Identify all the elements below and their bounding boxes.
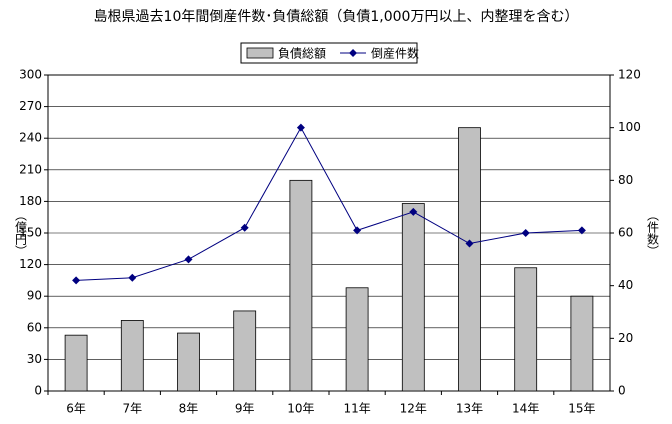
marker	[296, 123, 305, 132]
chart-title: 島根県過去10年間倒産件数･負債総額（負債1,000万円以上、内整理を含む）	[94, 9, 579, 25]
y2-tick-label: 20	[618, 331, 633, 345]
bar	[120, 320, 144, 392]
marker	[465, 239, 474, 248]
bar	[233, 310, 257, 392]
y2-tick-label: 80	[618, 173, 633, 187]
y-tick-label: 150	[19, 226, 42, 240]
x-tick-label: 15年	[568, 402, 595, 416]
marker	[72, 276, 81, 285]
x-tick-label: 9年	[235, 402, 255, 416]
bar	[401, 203, 425, 392]
y-tick-label: 240	[19, 131, 42, 145]
y2-axis-label: （件数）	[646, 209, 660, 257]
y-tick-label: 300	[19, 68, 42, 82]
bar	[514, 267, 538, 392]
x-tick-label: 10年	[287, 402, 314, 416]
y-tick-label: 210	[19, 162, 42, 176]
y2-tick-label: 120	[618, 68, 641, 82]
legend-box	[240, 42, 418, 64]
marker	[353, 226, 362, 235]
y-tick-label: 60	[27, 320, 42, 334]
line	[76, 126, 582, 281]
marker	[128, 273, 137, 282]
y-tick-label: 120	[19, 257, 42, 271]
marker	[184, 255, 193, 264]
y2-tick-label: 60	[618, 226, 633, 240]
x-tick-label: 6年	[66, 402, 86, 416]
bar	[570, 295, 594, 392]
marker	[521, 229, 530, 237]
y-tick-label: 180	[19, 194, 42, 208]
y2-tick-label: 0	[618, 384, 626, 398]
x-tick-label: 11年	[343, 402, 370, 416]
legend-marker	[349, 49, 358, 57]
legend-swatch	[246, 47, 274, 59]
bar	[345, 287, 369, 392]
bar	[289, 179, 313, 392]
marker	[409, 207, 418, 216]
x-tick-label: 14年	[512, 402, 539, 416]
y-tick-label: 30	[27, 352, 42, 366]
y-tick-label: 0	[34, 384, 42, 398]
x-tick-label: 13年	[456, 402, 483, 416]
x-tick-label: 8年	[179, 402, 199, 416]
marker	[240, 223, 249, 232]
bar	[64, 334, 88, 392]
x-tick-label: 7年	[122, 402, 142, 416]
bar	[458, 127, 481, 392]
x-tick-label: 12年	[400, 402, 427, 416]
marker	[577, 226, 586, 235]
y2-tick-label: 40	[618, 278, 633, 292]
legend-label: 負債総額	[278, 46, 326, 61]
y-tick-label: 90	[27, 289, 42, 303]
y2-tick-label: 100	[618, 120, 641, 134]
y-axis-label: （億円）	[14, 209, 28, 257]
bar	[177, 332, 200, 392]
legend-label: 倒産件数	[371, 46, 419, 61]
y-tick-label: 270	[19, 99, 42, 113]
